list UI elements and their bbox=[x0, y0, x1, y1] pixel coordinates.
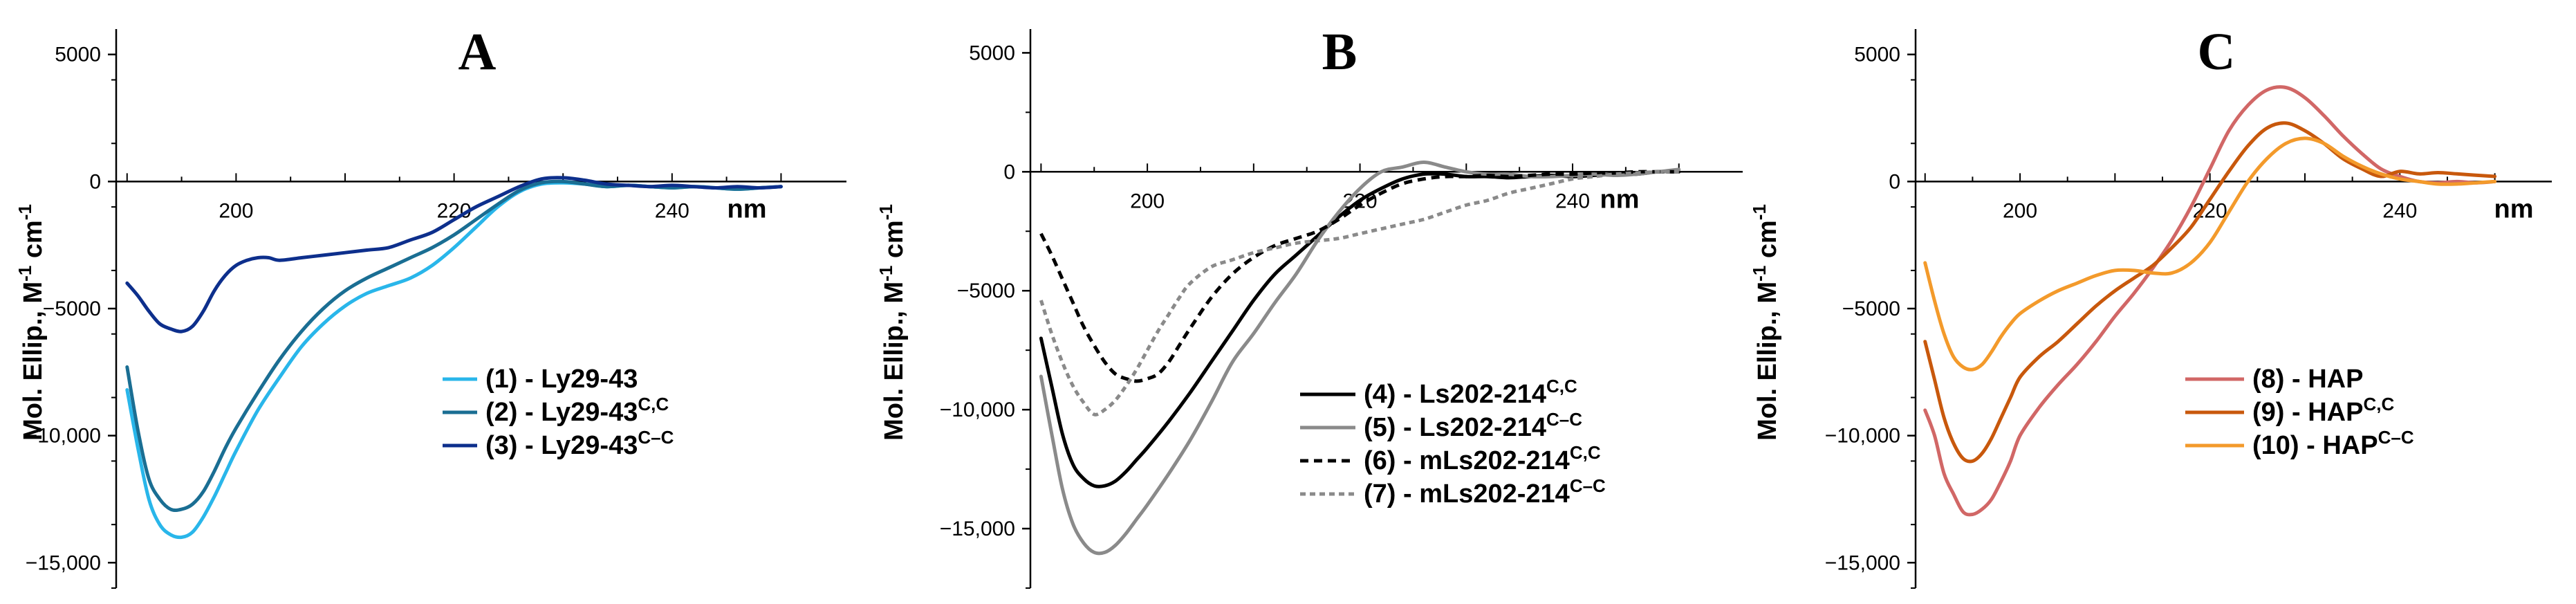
x-axis-label: nm bbox=[1600, 185, 1640, 214]
series-line-1 bbox=[1923, 85, 2497, 517]
y-tick-label: −5000 bbox=[43, 298, 101, 320]
x-tick-label: 200 bbox=[1130, 190, 1165, 212]
x-tick-label: 240 bbox=[1555, 190, 1590, 212]
series-line-3 bbox=[1923, 136, 2497, 372]
legend-label: (5) - Ls202-214C–C bbox=[1364, 409, 1582, 442]
y-tick-label: −5000 bbox=[957, 280, 1015, 302]
legend-label: (1) - Ly29-43 bbox=[485, 365, 638, 394]
series-line-4 bbox=[1039, 170, 1679, 417]
series-line-3 bbox=[125, 176, 783, 333]
y-tick-label: −15,000 bbox=[26, 551, 101, 574]
y-tick-label: −10,000 bbox=[26, 425, 101, 448]
y-tick-label: −15,000 bbox=[1825, 551, 1900, 574]
x-tick-label: 200 bbox=[219, 199, 253, 222]
legend-label: (9) - HAPC,C bbox=[2252, 394, 2394, 427]
series-line-3 bbox=[1039, 170, 1679, 383]
legend-label: (4) - Ls202-214C,C bbox=[1364, 376, 1577, 409]
series-line-2 bbox=[1039, 161, 1681, 556]
y-tick-label: 0 bbox=[1889, 170, 1900, 193]
y-tick-label: 5000 bbox=[969, 42, 1015, 64]
x-axis-label: nm bbox=[728, 194, 767, 223]
series-line-2 bbox=[1923, 121, 2497, 464]
legend-label: (2) - Ly29-43C,C bbox=[485, 394, 669, 427]
y-tick-label: 0 bbox=[1003, 161, 1015, 183]
x-tick-label: 240 bbox=[655, 199, 689, 222]
y-axis-label: Mol. Ellip., M-1 cm-1 bbox=[15, 204, 48, 441]
legend-label: (10) - HAPC–C bbox=[2252, 427, 2414, 460]
legend-label: (8) - HAP bbox=[2252, 365, 2363, 394]
y-tick-label: −5000 bbox=[1842, 298, 1900, 320]
legend-label: (3) - Ly29-43C–C bbox=[485, 427, 674, 460]
y-axis-label: Mol. Ellip., M-1 cm-1 bbox=[875, 204, 909, 441]
x-axis-label: nm bbox=[2494, 194, 2534, 223]
y-tick-label: −15,000 bbox=[940, 518, 1015, 540]
x-tick-label: 200 bbox=[2003, 199, 2037, 222]
y-tick-label: −10,000 bbox=[1825, 425, 1900, 448]
y-axis-label: Mol. Ellip., M-1 cm-1 bbox=[1749, 204, 1782, 441]
y-tick-label: 0 bbox=[89, 170, 101, 193]
panel-letter: A bbox=[458, 23, 497, 81]
y-tick-label: −10,000 bbox=[940, 399, 1015, 421]
series-line-2 bbox=[125, 179, 783, 513]
panel-letter: C bbox=[2198, 23, 2236, 81]
panel-letter: B bbox=[1322, 23, 1358, 81]
x-tick-label: 240 bbox=[2382, 199, 2417, 222]
y-tick-label: 5000 bbox=[1854, 44, 1900, 66]
legend-label: (7) - mLs202-214C–C bbox=[1364, 475, 1606, 509]
legend-label: (6) - mLs202-214C,C bbox=[1364, 442, 1601, 475]
y-tick-label: 5000 bbox=[55, 44, 101, 66]
series-line-1 bbox=[1039, 170, 1681, 488]
